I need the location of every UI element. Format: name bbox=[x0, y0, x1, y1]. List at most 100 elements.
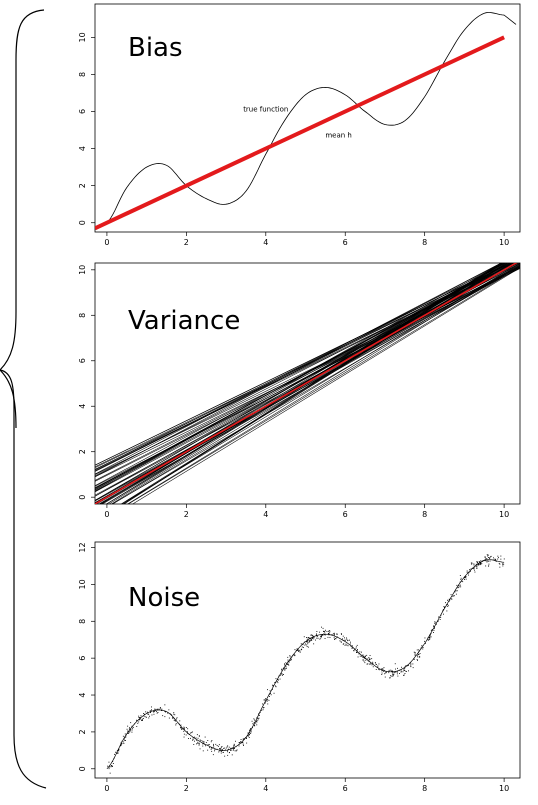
noise-point bbox=[325, 629, 326, 631]
y-tick-label: 6 bbox=[78, 358, 87, 363]
fitted-line bbox=[127, 266, 520, 504]
noise-point bbox=[459, 575, 461, 576]
noise-point bbox=[297, 649, 299, 651]
y-tick-label: 10 bbox=[78, 579, 87, 589]
noise-point bbox=[429, 635, 431, 637]
noise-point bbox=[327, 636, 329, 638]
noise-point bbox=[131, 731, 133, 733]
noise-point bbox=[108, 761, 110, 763]
noise-point bbox=[181, 728, 183, 730]
fitted-line bbox=[95, 263, 520, 470]
bias-title: Bias bbox=[128, 33, 183, 63]
noise-point bbox=[362, 659, 364, 661]
noise-point bbox=[327, 633, 329, 634]
noise-point bbox=[168, 709, 170, 711]
noise-point bbox=[143, 713, 144, 714]
y-tick-label: 0 bbox=[78, 220, 87, 225]
noise-point bbox=[275, 678, 277, 680]
noise-point bbox=[225, 749, 226, 751]
noise-point bbox=[284, 663, 285, 665]
noise-point bbox=[328, 632, 330, 634]
y-tick-label: 0 bbox=[78, 766, 87, 771]
noise-point bbox=[247, 734, 249, 736]
noise-point bbox=[308, 637, 310, 639]
noise-point bbox=[198, 744, 200, 746]
noise-point bbox=[466, 571, 468, 573]
noise-point bbox=[158, 708, 160, 710]
noise-point bbox=[461, 580, 463, 582]
noise-point bbox=[275, 686, 277, 688]
noise-point bbox=[322, 627, 324, 629]
noise-point bbox=[414, 652, 416, 654]
noise-point bbox=[503, 563, 505, 565]
noise-point bbox=[495, 559, 497, 561]
noise-point bbox=[198, 742, 200, 744]
noise-point bbox=[176, 717, 178, 719]
noise-point bbox=[290, 659, 292, 661]
noise-point bbox=[215, 743, 217, 745]
noise-point bbox=[362, 657, 364, 658]
noise-point bbox=[110, 766, 112, 768]
noise-point bbox=[434, 621, 436, 623]
noise-point bbox=[367, 663, 369, 665]
noise-point bbox=[116, 752, 118, 754]
noise-point bbox=[200, 740, 202, 741]
noise-point bbox=[313, 643, 315, 645]
noise-point bbox=[130, 729, 132, 731]
x-tick-label: 0 bbox=[104, 510, 109, 519]
noise-point bbox=[480, 563, 481, 564]
noise-point bbox=[375, 663, 377, 665]
noise-point bbox=[256, 721, 258, 723]
noise-point bbox=[401, 666, 402, 668]
noise-point bbox=[335, 638, 337, 640]
noise-point bbox=[468, 574, 469, 576]
fitted-line bbox=[110, 263, 504, 504]
noise-point bbox=[142, 718, 143, 720]
noise-point bbox=[355, 647, 357, 649]
x-tick-label: 8 bbox=[422, 510, 427, 519]
noise-point bbox=[285, 668, 287, 669]
noise-point bbox=[306, 637, 307, 638]
noise-point bbox=[404, 673, 406, 674]
noise-point bbox=[298, 651, 300, 652]
noise-point bbox=[368, 659, 370, 661]
noise-point bbox=[450, 594, 452, 596]
noise-point bbox=[359, 651, 361, 653]
noise-point bbox=[284, 669, 285, 671]
noise-point bbox=[284, 669, 286, 671]
noise-point bbox=[490, 556, 491, 558]
noise-point bbox=[464, 579, 465, 580]
noise-point bbox=[433, 625, 434, 627]
noise-point bbox=[349, 639, 350, 641]
noise-point bbox=[392, 674, 394, 676]
noise-point bbox=[334, 638, 336, 640]
noise-point bbox=[489, 558, 491, 559]
fitted-line bbox=[95, 266, 520, 497]
fitted-line bbox=[95, 263, 518, 492]
noise-point bbox=[192, 737, 194, 739]
noise-point bbox=[269, 690, 271, 692]
noise-point bbox=[283, 667, 284, 669]
noise-point bbox=[234, 748, 235, 749]
x-tick-label: 8 bbox=[422, 784, 427, 793]
noise-point bbox=[346, 644, 348, 646]
noise-point bbox=[321, 635, 322, 637]
noise-point bbox=[343, 639, 345, 641]
noise-point bbox=[454, 591, 456, 593]
noise-point bbox=[224, 755, 226, 757]
noise-point bbox=[151, 709, 152, 711]
noise-point bbox=[222, 752, 224, 753]
y-tick-label: 12 bbox=[78, 542, 87, 552]
noise-point bbox=[263, 707, 265, 708]
noise-point bbox=[128, 733, 130, 734]
noise-point bbox=[460, 579, 462, 580]
noise-point bbox=[369, 655, 371, 656]
noise-point bbox=[460, 586, 462, 588]
noise-point bbox=[275, 685, 276, 687]
noise-point bbox=[321, 636, 322, 638]
noise-point bbox=[162, 715, 164, 717]
noise-point bbox=[394, 671, 396, 673]
noise-point bbox=[252, 723, 254, 725]
noise-point bbox=[356, 644, 358, 646]
noise-point bbox=[266, 700, 268, 702]
